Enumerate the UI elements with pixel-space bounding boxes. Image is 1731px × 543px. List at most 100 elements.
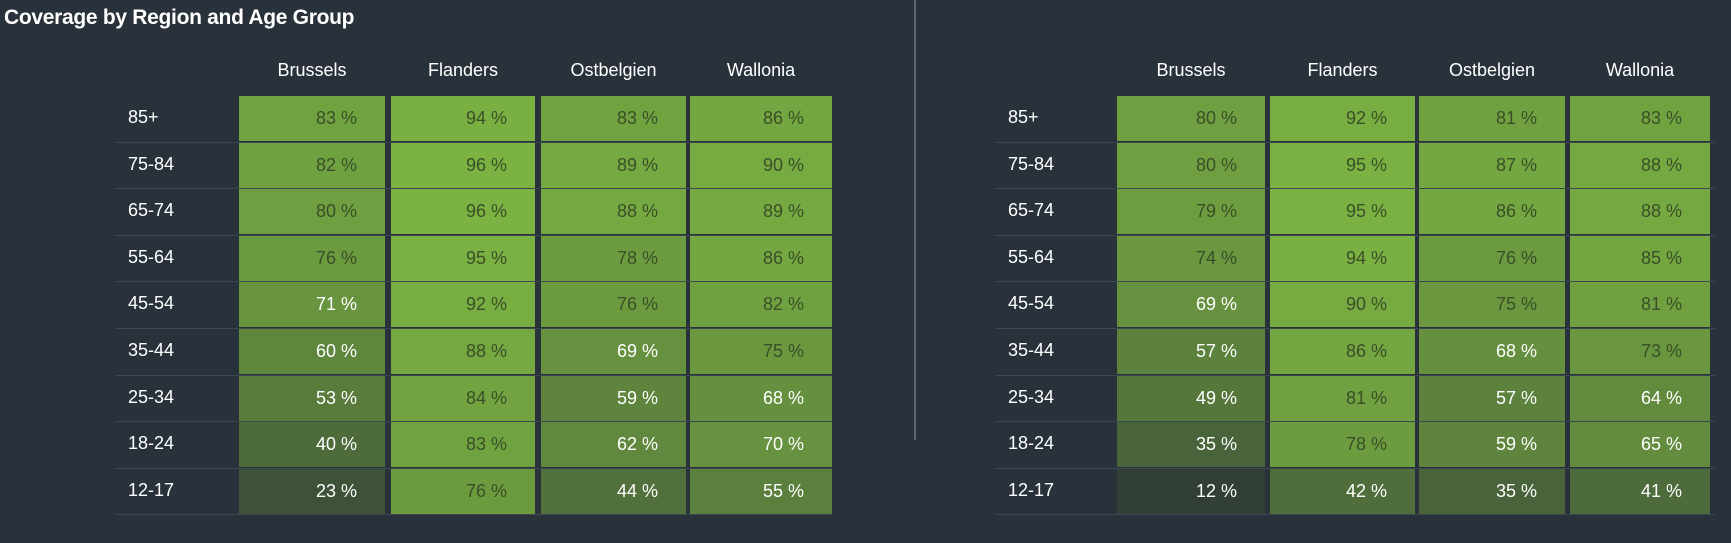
- heatmap-cell: 69 %: [1117, 282, 1265, 327]
- heatmap-cell: 44 %: [541, 469, 686, 514]
- row-separator: [115, 142, 832, 143]
- heatmap-cell: 40 %: [239, 422, 385, 467]
- column-header-brussels: Brussels: [277, 60, 347, 80]
- heatmap-cell: 86 %: [690, 236, 832, 281]
- heatmap-cell: 81 %: [1419, 96, 1565, 141]
- column-header-ostbelgien: Ostbelgien: [1448, 60, 1536, 80]
- column-header-wallonia: Wallonia: [1605, 60, 1675, 80]
- heatmap-cell: 92 %: [391, 282, 535, 327]
- heatmap-cell: 12 %: [1117, 469, 1265, 514]
- heatmap-cell: 68 %: [1419, 329, 1565, 374]
- heatmap-cell: 89 %: [541, 143, 686, 188]
- heatmap-cell: 80 %: [1117, 143, 1265, 188]
- panel-divider: [914, 0, 916, 440]
- row-label: 18-24: [1008, 433, 1055, 453]
- heatmap-cell: 90 %: [1270, 282, 1415, 327]
- row-separator: [995, 281, 1715, 282]
- heatmap-cell: 57 %: [1419, 376, 1565, 421]
- heatmap-cell: 49 %: [1117, 376, 1265, 421]
- heatmap-cell: 70 %: [690, 422, 832, 467]
- row-label: 35-44: [1008, 340, 1055, 360]
- heatmap-cell: 53 %: [239, 376, 385, 421]
- heatmap-cell: 62 %: [541, 422, 686, 467]
- row-separator: [995, 421, 1715, 422]
- heatmap-cell: 74 %: [1117, 236, 1265, 281]
- heatmap-cell: 95 %: [391, 236, 535, 281]
- heatmap-cell: 84 %: [391, 376, 535, 421]
- heatmap-panel-left: Brussels Flanders Ostbelgien Wallonia 85+ 83 …: [115, 60, 832, 515]
- heatmap-cell: 71 %: [239, 282, 385, 327]
- heatmap-cell: 55 %: [690, 469, 832, 514]
- row-separator: [115, 328, 832, 329]
- row-label: 55-64: [1008, 247, 1055, 267]
- row-label: 45-54: [128, 293, 175, 313]
- row-label: 65-74: [1008, 200, 1055, 220]
- row-label: 12-17: [128, 480, 175, 500]
- heatmap-cell: 81 %: [1270, 376, 1415, 421]
- heatmap-cell: 79 %: [1117, 189, 1265, 234]
- row-label: 35-44: [128, 340, 175, 360]
- heatmap-cell: 81 %: [1570, 282, 1710, 327]
- heatmap-cell: 94 %: [391, 96, 535, 141]
- heatmap-cell: 88 %: [541, 189, 686, 234]
- heatmap-cell: 95 %: [1270, 143, 1415, 188]
- row-label: 45-54: [1008, 293, 1055, 313]
- heatmap-cell: 88 %: [391, 329, 535, 374]
- heatmap-cell: 65 %: [1570, 422, 1710, 467]
- heatmap-cell: 35 %: [1419, 469, 1565, 514]
- heatmap-cell: 86 %: [1270, 329, 1415, 374]
- heatmap-cell: 60 %: [239, 329, 385, 374]
- row-separator: [995, 328, 1715, 329]
- row-separator: [995, 375, 1715, 376]
- heatmap-cell: 64 %: [1570, 376, 1710, 421]
- row-separator: [995, 468, 1715, 469]
- row-separator: [995, 142, 1715, 143]
- heatmap-cell: 92 %: [1270, 96, 1415, 141]
- row-label: 25-34: [128, 387, 175, 407]
- row-separator: [115, 421, 832, 422]
- heatmap-cell: 76 %: [391, 469, 535, 514]
- heatmap-cell: 96 %: [391, 189, 535, 234]
- row-separator: [115, 468, 832, 469]
- heatmap-cell: 57 %: [1117, 329, 1265, 374]
- heatmap-cell: 95 %: [1270, 189, 1415, 234]
- heatmap-cell: 75 %: [1419, 282, 1565, 327]
- row-separator: [995, 188, 1715, 189]
- heatmap-cell: 86 %: [690, 96, 832, 141]
- heatmap-cell: 94 %: [1270, 236, 1415, 281]
- heatmap-cell: 80 %: [1117, 96, 1265, 141]
- row-separator: [115, 375, 832, 376]
- heatmap-cell: 89 %: [690, 189, 832, 234]
- heatmap-cell: 83 %: [1570, 96, 1710, 141]
- heatmap-cell: 82 %: [690, 282, 832, 327]
- heatmap-cell: 96 %: [391, 143, 535, 188]
- heatmap-cell: 83 %: [391, 422, 535, 467]
- heatmap-cell: 87 %: [1419, 143, 1565, 188]
- heatmap-cell: 76 %: [541, 282, 686, 327]
- row-separator: [115, 514, 832, 515]
- column-header-ostbelgien: Ostbelgien: [570, 60, 657, 80]
- heatmap-cell: 88 %: [1570, 189, 1710, 234]
- row-label: 25-34: [1008, 387, 1055, 407]
- heatmap-cell: 86 %: [1419, 189, 1565, 234]
- heatmap-cell: 76 %: [1419, 236, 1565, 281]
- heatmap-cell: 73 %: [1570, 329, 1710, 374]
- heatmap-cell: 88 %: [1570, 143, 1710, 188]
- row-separator: [995, 235, 1715, 236]
- row-separator: [115, 188, 832, 189]
- column-header-flanders: Flanders: [427, 60, 499, 80]
- chart-title: Coverage by Region and Age Group: [4, 6, 355, 29]
- heatmap-cell: 78 %: [541, 236, 686, 281]
- heatmap-cell: 35 %: [1117, 422, 1265, 467]
- row-label: 55-64: [128, 247, 175, 267]
- heatmap-cell: 83 %: [541, 96, 686, 141]
- heatmap-cell: 75 %: [690, 329, 832, 374]
- heatmap-cell: 23 %: [239, 469, 385, 514]
- heatmap-cell: 82 %: [239, 143, 385, 188]
- heatmap-cell: 69 %: [541, 329, 686, 374]
- row-label: 12-17: [1008, 480, 1055, 500]
- heatmap-cell: 78 %: [1270, 422, 1415, 467]
- heatmap-cell: 59 %: [1419, 422, 1565, 467]
